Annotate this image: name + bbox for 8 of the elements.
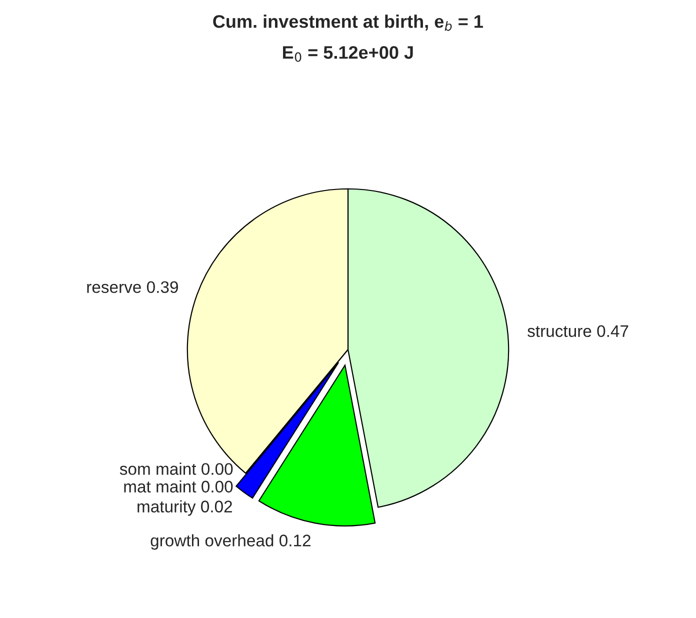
slice-label: structure 0.47 xyxy=(528,325,628,338)
slice-label: growth overhead 0.12 xyxy=(150,534,310,550)
chart-title: Cum. investment at birth, e$_{b}$ = 1 xyxy=(213,14,483,31)
category-label: mat maint 0.00 xyxy=(124,480,233,493)
slice-label: reserve 0.39 xyxy=(87,281,178,294)
slice-label: maturity 0.02 xyxy=(138,500,232,516)
chart-subtitle: E$_{0}$ = 5.12e+00 J xyxy=(283,46,413,62)
category-label: som maint 0.00 xyxy=(120,462,233,475)
